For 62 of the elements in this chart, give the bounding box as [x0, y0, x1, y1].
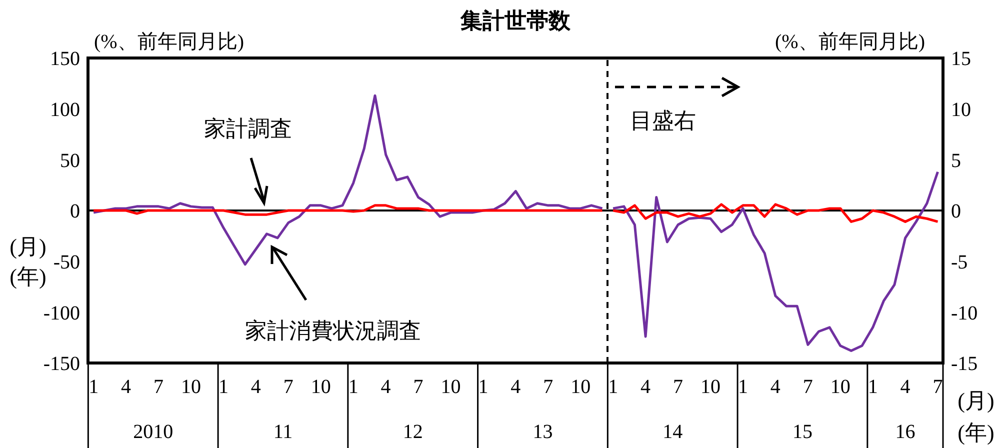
x-tick-label: 4 [770, 376, 780, 398]
y-tick-label: 50 [60, 150, 80, 172]
x-tick-label: 7 [932, 376, 943, 398]
line-series [92, 94, 604, 266]
y-tick-label: 100 [50, 98, 80, 121]
text: (月) [958, 388, 994, 413]
text: 16 [895, 421, 916, 443]
text: 2010 [133, 421, 174, 443]
annotation: 目盛右 [630, 108, 696, 133]
x-tick-label: 10 [310, 376, 331, 398]
annotation: 家計消費状況調査 [245, 318, 421, 343]
line-series [612, 170, 940, 352]
y2-tick-label: -5 [951, 251, 968, 274]
y2-tick-label: -15 [951, 353, 978, 376]
x-tick-label: 4 [380, 376, 391, 398]
x-tick-label: 1 [218, 376, 228, 398]
x-tick-label: 4 [510, 376, 521, 398]
chart-title: 集計世帯数 [460, 8, 572, 33]
x-tick-label: 7 [673, 376, 684, 398]
line-series [92, 204, 604, 216]
x-tick-label: 10 [700, 376, 720, 398]
x-tick-label: 10 [180, 376, 201, 398]
y-tick-label: -50 [53, 251, 80, 274]
x-tick-label: 4 [121, 376, 132, 398]
y-tick-label: -150 [43, 353, 80, 376]
y-tick-label: 150 [50, 48, 80, 70]
text: (年) [10, 264, 46, 289]
annotation: 家計調査 [204, 116, 292, 141]
text: 12 [402, 421, 423, 443]
x-tick-label: 1 [868, 376, 878, 398]
y2-tick-label: -10 [951, 302, 978, 324]
x-tick-label: 7 [802, 376, 813, 398]
x-tick-label: 7 [154, 376, 164, 398]
text: (年) [958, 420, 994, 445]
x-tick-label: 4 [900, 376, 910, 398]
x-tick-label: 7 [413, 376, 424, 398]
x-tick-label: 1 [608, 376, 618, 398]
text: 11 [273, 421, 293, 443]
y2-tick-label: 5 [951, 150, 961, 172]
x-tick-label: 1 [478, 376, 488, 398]
text: 15 [792, 421, 812, 443]
x-tick-label: 1 [738, 376, 748, 398]
y-tick-label: 0 [70, 200, 80, 223]
y-axis-title: (%、前年同月比) [94, 31, 244, 53]
x-tick-label: 4 [250, 376, 261, 398]
y2-axis-title: (%、前年同月比) [775, 31, 925, 53]
y2-tick-label: 0 [951, 200, 961, 223]
x-tick-label: 1 [88, 376, 99, 398]
y-tick-label: -100 [43, 302, 80, 324]
text: 13 [532, 421, 553, 443]
x-tick-label: 10 [570, 376, 591, 398]
x-tick-label: 10 [440, 376, 461, 398]
x-tick-label: 4 [640, 376, 651, 398]
text: (月) [10, 234, 46, 259]
x-tick-label: 7 [283, 376, 294, 398]
line-series [612, 203, 940, 223]
y2-tick-label: 15 [951, 48, 971, 70]
text: 14 [662, 421, 683, 443]
x-tick-label: 1 [348, 376, 358, 398]
x-tick-label: 7 [543, 376, 554, 398]
y2-tick-label: 10 [951, 98, 971, 121]
x-tick-label: 10 [830, 376, 850, 398]
